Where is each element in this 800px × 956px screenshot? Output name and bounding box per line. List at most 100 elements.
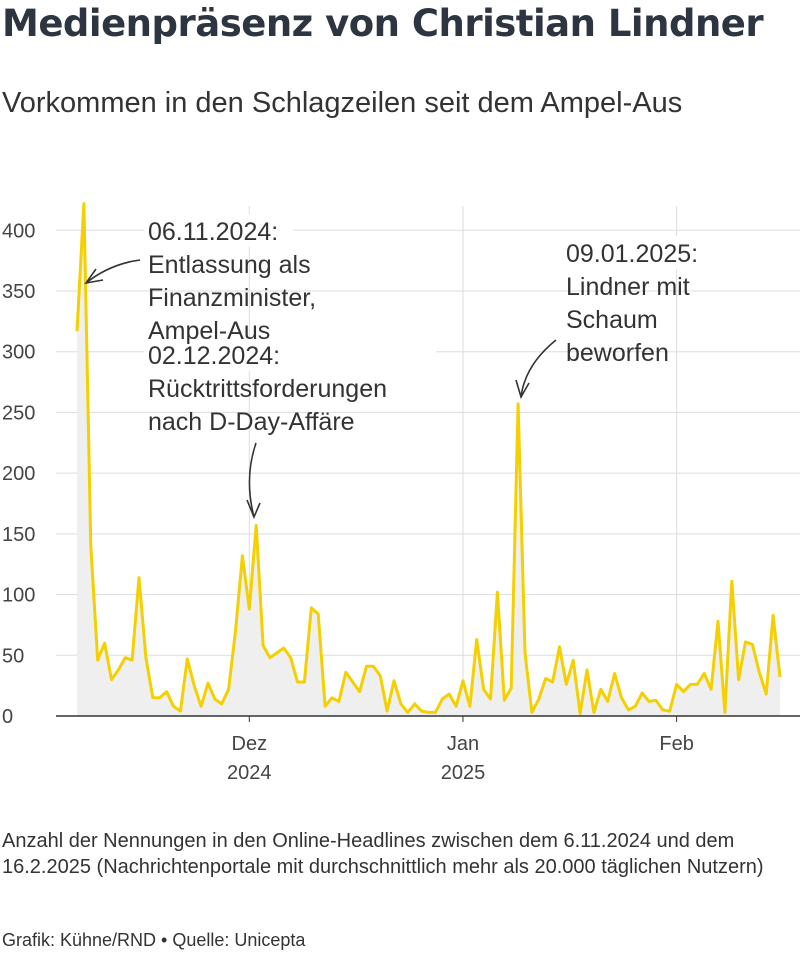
data-point: [681, 689, 686, 694]
y-tick-label: 250: [2, 402, 35, 424]
chart-subtitle: Vorkommen in den Schlagzeilen seit dem A…: [2, 87, 683, 119]
annotation-line: Rücktrittsforderungen: [148, 375, 387, 403]
data-point: [330, 695, 335, 700]
data-point: [605, 699, 610, 704]
annotation-line: 06.11.2024:: [148, 218, 278, 246]
y-tick-label: 300: [2, 342, 35, 364]
data-point: [757, 670, 762, 675]
annotation-header-bg: [144, 214, 294, 247]
data-point: [715, 619, 720, 624]
data-point: [433, 710, 438, 715]
data-point: [778, 675, 783, 680]
data-point: [171, 704, 176, 709]
data-point: [405, 710, 410, 715]
data-point: [660, 707, 665, 712]
annotation-line: 02.12.2024:: [148, 342, 280, 370]
data-point: [75, 329, 80, 334]
data-point: [81, 201, 86, 206]
data-point: [295, 680, 300, 685]
x-tick-label: Feb: [659, 733, 693, 755]
data-point: [281, 646, 286, 651]
data-point: [771, 613, 776, 618]
data-point: [357, 689, 362, 694]
annotations: 06.11.2024: Entlassung als Finanzminister,…: [84, 218, 698, 520]
y-tick-label: 50: [2, 645, 24, 667]
arrow-head-icon: [84, 268, 104, 285]
data-point: [302, 680, 307, 685]
data-point: [219, 701, 224, 706]
annotation-arrow: [248, 442, 257, 518]
data-point: [412, 701, 417, 706]
data-point: [164, 689, 169, 694]
data-point: [123, 655, 128, 660]
annotation: 06.11.2024: Entlassung als Finanzminister,…: [84, 218, 316, 345]
data-point: [460, 678, 465, 683]
data-point: [398, 701, 403, 706]
data-point: [109, 677, 114, 682]
y-tick-label: 150: [2, 524, 35, 546]
data-point: [316, 612, 321, 617]
data-point: [543, 676, 548, 681]
data-point: [150, 695, 155, 700]
data-point: [336, 699, 341, 704]
data-point: [267, 655, 272, 660]
annotation-line: Schaum: [566, 306, 658, 334]
data-point: [137, 575, 142, 580]
y-tick-label: 350: [2, 281, 35, 303]
annotation-line: Lindner mit: [566, 273, 690, 301]
data-point: [323, 704, 328, 709]
data-point: [192, 683, 197, 688]
data-point: [309, 605, 314, 610]
axes: 0 50 100 150 200 250 300 350 400 Dez 2024 Jan 2025 Fe…: [2, 220, 800, 784]
x-tick-label: Jan: [447, 733, 479, 755]
data-point: [426, 710, 431, 715]
data-point: [95, 658, 100, 663]
data-point: [385, 709, 390, 714]
data-point: [212, 697, 217, 702]
data-point: [571, 658, 576, 663]
y-tick-label: 400: [2, 220, 35, 242]
data-point: [261, 643, 266, 648]
data-point: [474, 637, 479, 642]
data-point: [626, 707, 631, 712]
data-point: [454, 704, 459, 709]
data-point: [591, 710, 596, 715]
y-tick-label: 100: [2, 585, 35, 607]
annotation: 02.12.2024: Rücktrittsforderungen nach D-D…: [148, 342, 387, 520]
area-fill: [77, 203, 780, 717]
annotation-backgrounds: [144, 214, 722, 371]
data-point: [157, 695, 162, 700]
annotation-header-bg: [562, 236, 722, 269]
data-point: [619, 695, 624, 700]
x-tick-sublabel: 2025: [441, 762, 486, 784]
data-point: [522, 650, 527, 655]
data-point: [516, 401, 521, 406]
data-point: [447, 692, 452, 697]
data-point: [88, 544, 93, 549]
data-point: [612, 671, 617, 676]
data-point: [564, 682, 569, 687]
data-point: [750, 642, 755, 647]
data-point: [529, 710, 534, 715]
data-point: [536, 697, 541, 702]
data-point: [509, 686, 514, 691]
annotation-line: 09.01.2025:: [566, 240, 698, 268]
data-point: [288, 655, 293, 660]
data-point: [378, 673, 383, 678]
data-point: [467, 704, 472, 709]
annotation-arrow: [520, 339, 557, 398]
data-point: [502, 698, 507, 703]
data-point: [240, 553, 245, 558]
arrow-head-icon: [515, 379, 530, 400]
data-point: [254, 523, 259, 528]
line-chart: 0 50 100 150 200 250 300 350 400 Dez 2024 Jan 2025 Fe…: [2, 201, 800, 784]
data-point: [550, 680, 555, 685]
data-point: [178, 709, 183, 714]
data-point: [653, 698, 658, 703]
data-point: [674, 682, 679, 687]
data-point: [688, 682, 693, 687]
data-point: [598, 687, 603, 692]
data-point: [667, 709, 672, 714]
data-point: [743, 639, 748, 644]
data-point: [143, 655, 148, 660]
